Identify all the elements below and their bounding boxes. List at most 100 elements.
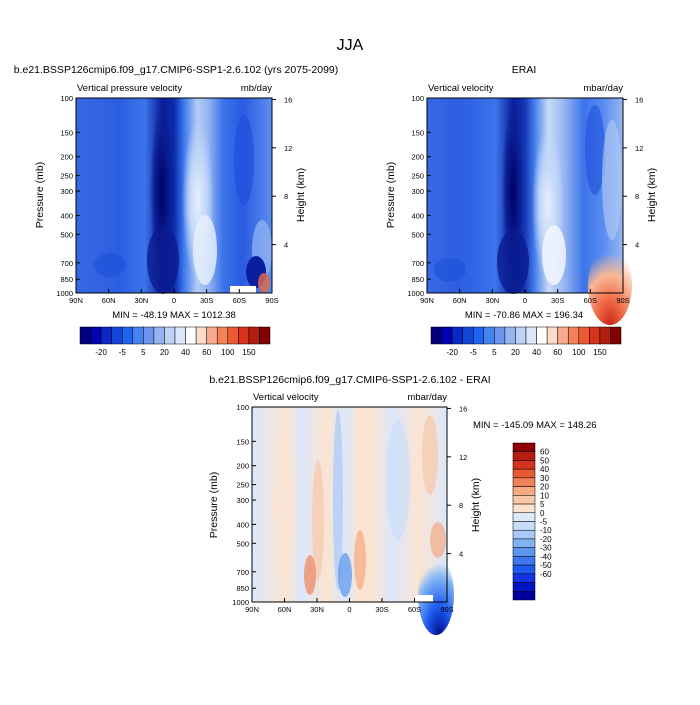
colorbar-label: 40 [181,348,190,357]
colorbar-swatch [472,326,485,345]
colorbar-swatch [578,326,590,345]
panel-difference: b.e21.BSSP126cmip6.f09_g17.CMIP6-SSP1-2.… [208,374,597,635]
colorbar-label: 5 [540,500,545,509]
colorbar-label: 20 [540,483,549,492]
height-tick-label: 8 [635,192,639,201]
colorbar-swatch [195,326,207,345]
height-tick-label: 12 [284,144,292,153]
colorbar-swatch [100,326,112,345]
colorbar-swatch [164,326,176,345]
colorbar-swatch [238,326,250,345]
height-tick-label: 4 [635,241,639,250]
height-tick-label: 16 [284,95,292,104]
pressure-tick-label: 1000 [56,289,73,298]
colorbar-swatch [512,538,536,548]
colorbar-swatch [512,503,536,514]
colorbar-swatch [512,451,536,461]
pressure-tick-label: 200 [60,153,73,162]
latitude-tick-label: 60S [233,296,246,305]
pressure-tick-label: 850 [60,275,73,284]
pressure-tick-label: 500 [236,539,249,548]
pressure-tick-label: 1000 [407,289,424,298]
colorbar-label: 150 [242,348,256,357]
colorbar-swatch [512,529,536,540]
height-tick-label: 8 [459,501,463,510]
y-axis-label: Pressure (mb) [208,472,220,539]
units-label: mbar/day [407,392,447,403]
colorbar-swatch [216,326,229,345]
colorbar-label: 100 [572,348,586,357]
colorbar-label: 20 [160,348,169,357]
contour-field [426,97,632,325]
colorbar-swatch [599,326,611,345]
colorbar-swatch [525,326,537,345]
pressure-tick-label: 100 [411,94,424,103]
pressure-tick-label: 700 [236,568,249,577]
colorbar-swatch [512,460,536,470]
pressure-tick-label: 850 [411,275,424,284]
pressure-tick-label: 850 [236,584,249,593]
colorbar-swatch [441,326,453,345]
colorbar-swatch [483,326,495,345]
colorbar-swatch [504,326,516,345]
colorbar-swatch [227,326,239,345]
y-axis-label: Pressure (mb) [34,162,46,229]
latitude-tick-label: 90S [265,296,278,305]
colorbar-label: 10 [540,491,549,500]
colorbar-swatch [132,326,144,345]
pressure-tick-label: 150 [236,437,249,446]
colorbar-swatch [512,495,536,505]
latitude-tick-label: 90N [245,605,259,614]
latitude-tick-label: 0 [172,296,176,305]
pressure-tick-label: 100 [60,94,73,103]
colorbar-swatch [512,582,536,592]
colorbar-label: 100 [221,348,235,357]
colorbar-label: -30 [540,544,552,553]
colorbar-label: 60 [553,348,562,357]
height-tick-label: 12 [459,453,467,462]
latitude-tick-label: 90N [69,296,83,305]
pressure-tick-label: 400 [60,211,73,220]
latitude-ticks: 90N 60N 30N 0 30S 60S 90S [420,289,630,305]
colorbar-swatch [512,512,536,522]
pressure-tick-label: 700 [60,259,73,268]
colorbar-label: 50 [540,456,549,465]
latitude-tick-label: 60N [278,605,292,614]
colorbar-swatch [512,564,536,575]
colorbar-swatch [174,326,186,345]
latitude-tick-label: 60S [408,605,421,614]
colorbar-swatch [90,326,102,345]
colorbar-swatch [512,468,536,479]
colorbar-swatch [451,326,463,345]
colorbar-swatch [512,556,536,566]
latitude-ticks: 90N 60N 30N 0 30S 60S 90S [245,598,454,614]
pressure-tick-label: 1000 [232,598,249,607]
panel-top-left: b.e21.BSSP126cmip6.f09_g17.CMIP6-SSP1-2.… [14,64,339,357]
figure-title: JJA [337,37,364,54]
colorbar-swatch [610,326,622,345]
colorbar-swatch [143,326,155,345]
latitude-tick-label: 30S [551,296,564,305]
colorbar-label: -20 [95,348,107,357]
colorbar-swatch [512,521,536,531]
colorbar-label: -5 [470,348,478,357]
min-max-stats: MIN = -145.09 MAX = 148.26 [473,420,597,431]
pressure-ticks: 100 150 200 250 300 400 500 700 850 1000 [407,94,431,298]
colorbar: -20 -5 5 20 40 60 100 150 [79,326,271,357]
pressure-ticks: 100 150 200 250 300 400 500 700 850 1000 [232,403,256,607]
latitude-tick-label: 30N [134,296,148,305]
colorbar-swatch [111,326,123,345]
y-axis-label: Pressure (mb) [385,162,397,229]
pressure-tick-label: 500 [60,230,73,239]
colorbar-swatch [185,326,197,345]
latitude-ticks: 90N 60N 30N 0 30S 60S 90S [69,289,279,305]
colorbar-swatch [512,547,536,557]
colorbar-swatch [567,326,580,345]
colorbar-label: 40 [532,348,541,357]
pressure-tick-label: 250 [60,172,73,181]
height-tick-label: 12 [635,144,643,153]
colorbar-swatch [546,326,558,345]
y2-axis-label: Height (km) [646,168,658,222]
colorbar-swatch [512,486,536,496]
panel-title: b.e21.BSSP126cmip6.f09_g17.CMIP6-SSP1-2.… [14,64,339,76]
